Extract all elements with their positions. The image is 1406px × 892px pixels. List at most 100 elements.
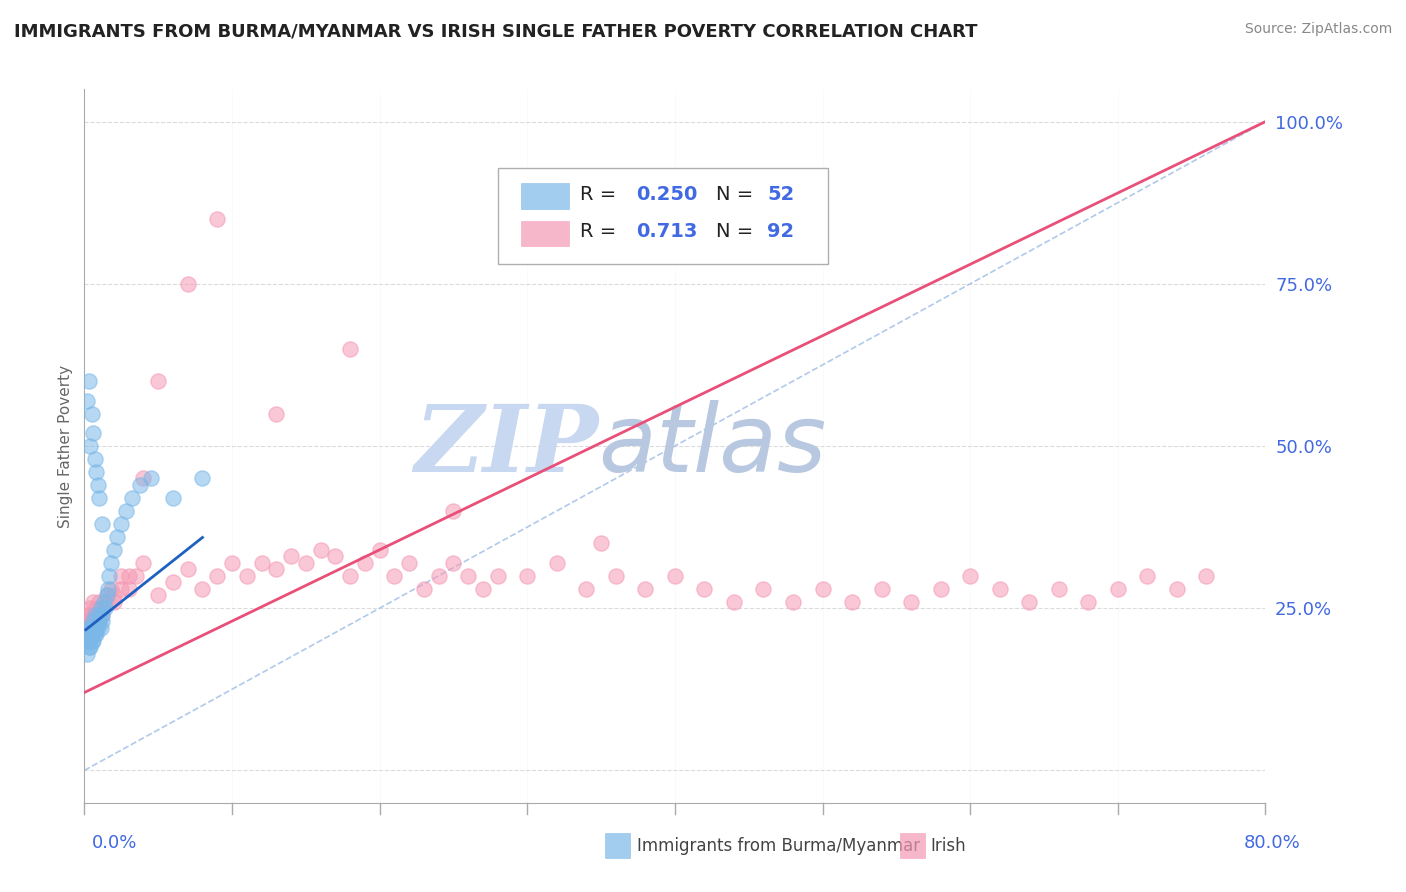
Point	[427, 568, 450, 582]
Point	[87, 607, 111, 622]
Point	[79, 621, 101, 635]
Text: atlas: atlas	[598, 401, 827, 491]
Point	[929, 582, 952, 596]
Point	[80, 621, 103, 635]
Point	[97, 582, 120, 596]
Text: ZIP: ZIP	[413, 401, 598, 491]
Point	[575, 582, 598, 596]
Point	[634, 582, 657, 596]
Point	[83, 621, 105, 635]
Text: R =: R =	[581, 186, 623, 204]
Point	[90, 621, 112, 635]
Point	[80, 614, 103, 628]
Point	[96, 588, 118, 602]
Point	[413, 582, 436, 596]
Text: 52: 52	[768, 186, 794, 204]
Point	[91, 516, 114, 531]
Point	[91, 607, 114, 622]
Point	[266, 407, 288, 421]
Point	[83, 607, 105, 622]
Point	[82, 595, 104, 609]
Point	[177, 562, 200, 576]
Point	[86, 607, 108, 622]
Point	[83, 607, 105, 622]
Point	[82, 614, 104, 628]
FancyBboxPatch shape	[498, 168, 828, 264]
Point	[605, 568, 627, 582]
FancyBboxPatch shape	[522, 184, 568, 209]
Point	[811, 582, 834, 596]
Point	[118, 582, 141, 596]
Point	[457, 568, 479, 582]
Point	[1195, 568, 1218, 582]
Point	[77, 633, 100, 648]
Point	[177, 277, 200, 291]
Point	[841, 595, 863, 609]
Point	[82, 633, 104, 648]
Point	[98, 568, 121, 582]
Point	[96, 595, 118, 609]
Point	[96, 588, 118, 602]
Point	[79, 627, 101, 641]
Point	[129, 478, 152, 492]
Point	[80, 614, 103, 628]
Point	[86, 478, 108, 492]
Point	[76, 607, 98, 622]
Point	[75, 621, 97, 635]
Point	[354, 556, 377, 570]
Point	[114, 504, 136, 518]
Point	[472, 582, 495, 596]
Point	[100, 556, 122, 570]
Text: N =: N =	[716, 186, 759, 204]
Point	[87, 491, 111, 505]
Text: IMMIGRANTS FROM BURMA/MYANMAR VS IRISH SINGLE FATHER POVERTY CORRELATION CHART: IMMIGRANTS FROM BURMA/MYANMAR VS IRISH S…	[14, 22, 977, 40]
Point	[443, 556, 465, 570]
Text: 0.713: 0.713	[636, 222, 697, 242]
Point	[121, 491, 143, 505]
Point	[83, 452, 105, 467]
Point	[723, 595, 745, 609]
Point	[1047, 582, 1070, 596]
Point	[1166, 582, 1188, 596]
Point	[77, 614, 100, 628]
Point	[398, 556, 420, 570]
Point	[221, 556, 243, 570]
Point	[191, 471, 214, 485]
Point	[207, 568, 229, 582]
Point	[80, 621, 103, 635]
Point	[693, 582, 716, 596]
Point	[86, 614, 108, 628]
Point	[77, 374, 100, 388]
Point	[79, 640, 101, 654]
Point	[82, 607, 104, 622]
Point	[752, 582, 775, 596]
Text: Source: ZipAtlas.com: Source: ZipAtlas.com	[1244, 22, 1392, 37]
Point	[250, 556, 273, 570]
Point	[84, 621, 107, 635]
Point	[546, 556, 568, 570]
Text: N =: N =	[716, 222, 759, 242]
Point	[110, 582, 132, 596]
Text: R =: R =	[581, 222, 623, 242]
Point	[959, 568, 981, 582]
Point	[84, 621, 107, 635]
Point	[118, 568, 141, 582]
Point	[339, 342, 361, 356]
Point	[87, 614, 111, 628]
Point	[87, 595, 111, 609]
Point	[93, 595, 115, 609]
Point	[280, 549, 302, 564]
Point	[591, 536, 613, 550]
Point	[148, 588, 170, 602]
Point	[76, 627, 98, 641]
Point	[132, 471, 155, 485]
Point	[80, 633, 103, 648]
Point	[87, 614, 111, 628]
Point	[83, 614, 105, 628]
FancyBboxPatch shape	[522, 220, 568, 246]
Point	[91, 607, 114, 622]
Point	[110, 516, 132, 531]
Point	[339, 568, 361, 582]
Point	[83, 627, 105, 641]
Point	[77, 640, 100, 654]
